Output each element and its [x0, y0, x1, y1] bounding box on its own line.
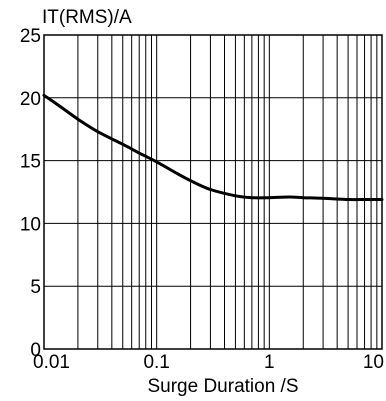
x-tick-label: 10: [363, 352, 384, 373]
y-tick-label: 10: [20, 214, 41, 235]
y-tick-label: 0: [30, 340, 41, 361]
y-axis-label: IT(RMS)/A: [42, 7, 132, 28]
y-tick-label: 15: [20, 152, 41, 173]
x-tick-label: 0.01: [33, 352, 70, 373]
x-axis-label: Surge Duration /S: [147, 376, 298, 397]
y-tick-label: 25: [20, 26, 41, 47]
y-tick-labels: 0 5 10 15 20 25: [20, 26, 41, 361]
y-tick-label: 20: [20, 89, 41, 110]
data-series-line: [42, 93, 384, 202]
y-tick-label: 5: [30, 277, 41, 298]
x-tick-label: 0.1: [143, 352, 169, 373]
x-tick-label: 1: [264, 352, 275, 373]
chart-grid: [44, 35, 382, 349]
plot-frame: [43, 34, 383, 350]
x-tick-labels: 0.01 0.1 1 10: [33, 352, 384, 373]
